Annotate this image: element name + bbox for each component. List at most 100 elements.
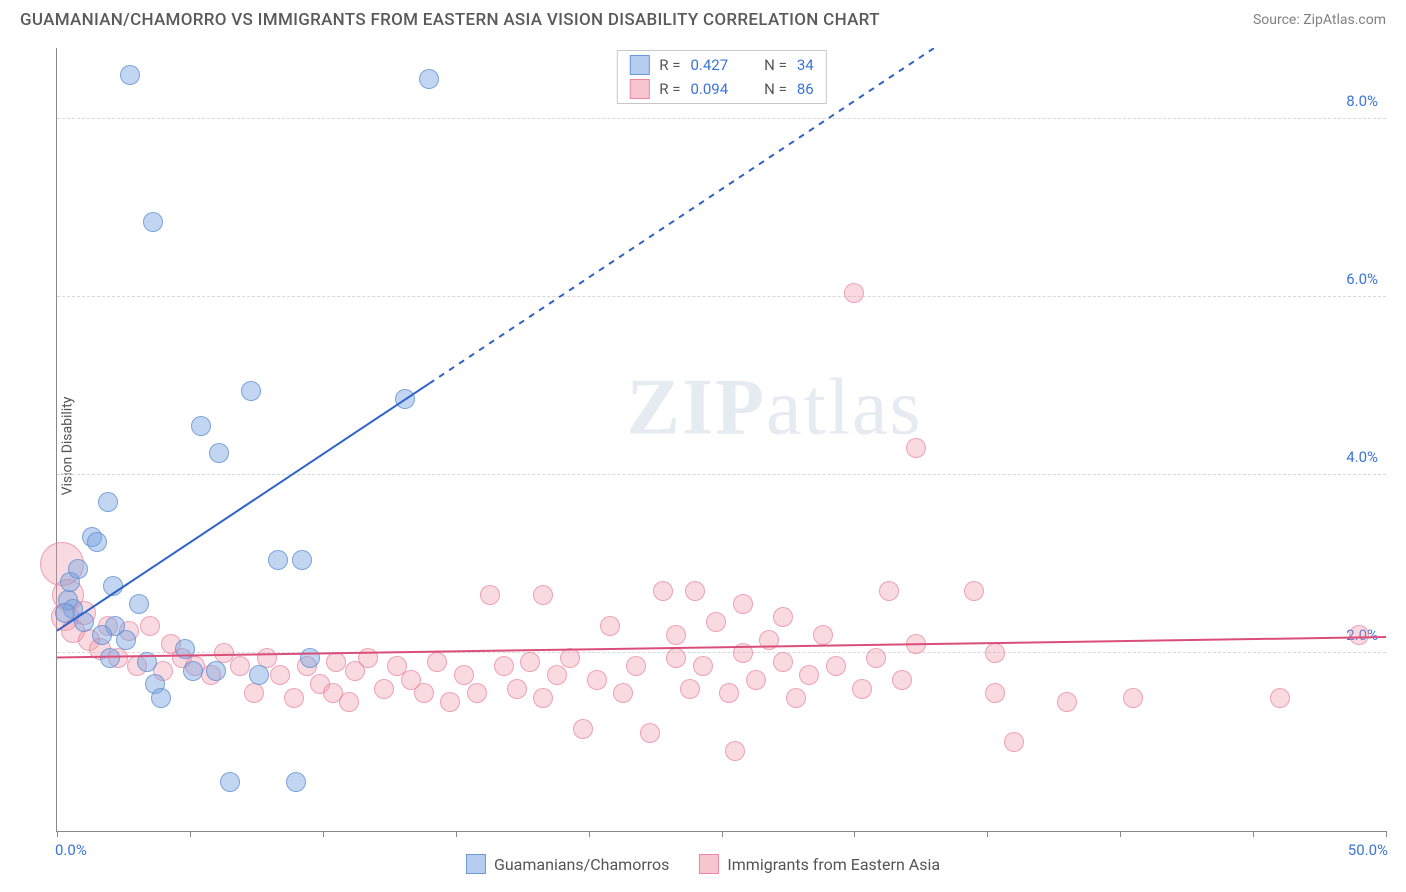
data-point	[230, 656, 250, 676]
data-point	[249, 665, 269, 685]
data-point	[92, 625, 112, 645]
data-point	[220, 772, 240, 792]
y-tick-label: 6.0%	[1346, 270, 1378, 288]
data-point	[241, 381, 261, 401]
data-point	[467, 683, 487, 703]
data-point	[892, 670, 912, 690]
data-point	[866, 648, 886, 668]
data-point	[733, 643, 753, 663]
data-point	[560, 648, 580, 668]
data-point	[100, 648, 120, 668]
data-point	[209, 443, 229, 463]
gridline	[57, 474, 1386, 475]
series-legend: Guamanians/Chamorros Immigrants from East…	[466, 854, 940, 874]
legend-row: R =0.094N =86	[617, 77, 825, 101]
legend-swatch	[629, 79, 649, 99]
data-point	[74, 612, 94, 632]
data-point	[719, 683, 739, 703]
data-point	[68, 559, 88, 579]
data-point	[358, 648, 378, 668]
data-point	[964, 581, 984, 601]
data-point	[680, 679, 700, 699]
data-point	[175, 639, 195, 659]
chart-plot-area: 2.0%4.0%6.0%8.0% ZIPatlas R =0.427N =34R…	[56, 48, 1386, 832]
data-point	[1349, 625, 1369, 645]
data-point	[300, 648, 320, 668]
legend-row: R = 0.427 N = 34	[617, 53, 825, 77]
y-tick-label: 8.0%	[1346, 92, 1378, 110]
legend-r-label: R =	[659, 80, 680, 98]
data-point	[98, 492, 118, 512]
data-point	[116, 630, 136, 650]
x-axis-min-label: 0.0%	[55, 841, 87, 859]
data-point	[507, 679, 527, 699]
data-point	[414, 683, 434, 703]
data-point	[454, 665, 474, 685]
legend-n-label: N =	[764, 56, 787, 74]
data-point	[120, 65, 140, 85]
data-point	[786, 688, 806, 708]
data-point	[286, 772, 306, 792]
data-point	[520, 652, 540, 672]
x-tick	[190, 831, 191, 837]
data-point	[143, 212, 163, 232]
data-point	[826, 656, 846, 676]
data-point	[1057, 692, 1077, 712]
data-point	[746, 670, 766, 690]
data-point	[985, 643, 1005, 663]
data-point	[1004, 732, 1024, 752]
legend-item: Immigrants from Eastern Asia	[699, 854, 940, 874]
data-point	[706, 612, 726, 632]
data-point	[270, 665, 290, 685]
data-point	[191, 416, 211, 436]
gridline	[57, 118, 1386, 119]
y-tick-label: 4.0%	[1346, 448, 1378, 466]
data-point	[374, 679, 394, 699]
data-point	[653, 581, 673, 601]
data-point	[1123, 688, 1143, 708]
data-point	[733, 594, 753, 614]
correlation-legend: R =0.427N =34R =0.094N =86	[616, 50, 826, 104]
data-point	[725, 741, 745, 761]
data-point	[129, 594, 149, 614]
legend-r-label: R =	[659, 56, 680, 74]
x-tick	[589, 831, 590, 837]
data-point	[906, 438, 926, 458]
gridline	[57, 652, 1386, 653]
data-point	[244, 683, 264, 703]
data-point	[613, 683, 633, 703]
legend-swatch	[629, 55, 649, 75]
data-point	[587, 670, 607, 690]
x-tick	[456, 831, 457, 837]
legend-n-value: 86	[797, 80, 814, 98]
data-point	[547, 665, 567, 685]
x-tick	[1253, 831, 1254, 837]
data-point	[440, 692, 460, 712]
data-point	[879, 581, 899, 601]
x-tick	[1386, 831, 1387, 837]
data-point	[55, 603, 75, 623]
source-attribution: Source: ZipAtlas.com	[1253, 12, 1386, 28]
data-point	[600, 616, 620, 636]
data-point	[813, 625, 833, 645]
legend-r-value: 0.427	[690, 56, 728, 74]
data-point	[103, 576, 123, 596]
legend-n-label: N =	[764, 80, 787, 98]
data-point	[666, 648, 686, 668]
data-point	[906, 634, 926, 654]
legend-label: Guamanians/Chamorros	[494, 855, 669, 874]
data-point	[852, 679, 872, 699]
data-point	[759, 630, 779, 650]
data-point	[773, 652, 793, 672]
data-point	[206, 661, 226, 681]
data-point	[844, 283, 864, 303]
data-point	[666, 625, 686, 645]
x-tick	[57, 831, 58, 837]
legend-n-value: 34	[797, 56, 814, 74]
data-point	[137, 652, 157, 672]
x-tick	[323, 831, 324, 837]
x-tick	[987, 831, 988, 837]
data-point	[395, 389, 415, 409]
data-point	[533, 585, 553, 605]
data-point	[480, 585, 500, 605]
